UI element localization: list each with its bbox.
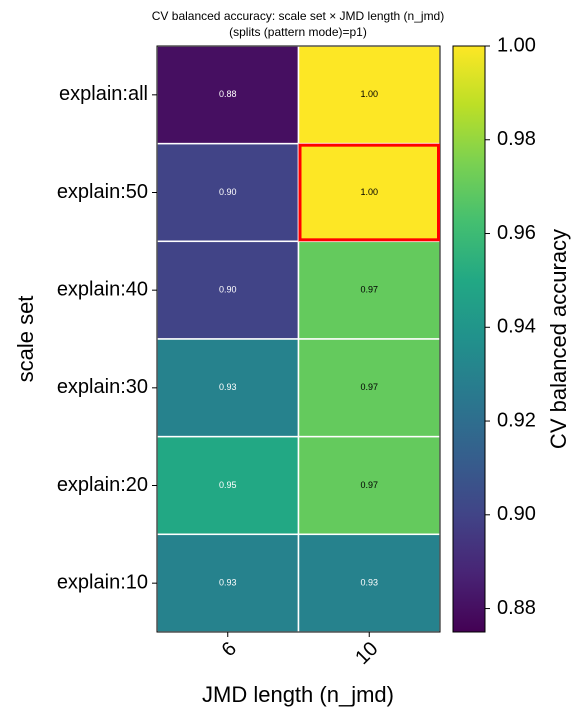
cell-value-label: 0.97 xyxy=(360,382,378,392)
colorbar xyxy=(452,45,486,633)
colorbar-tick-label: 0.88 xyxy=(497,597,536,619)
heatmap-cell xyxy=(297,338,441,438)
x-tick-label: 10 xyxy=(351,638,382,669)
colorbar-label: CV balanced accuracy xyxy=(546,229,571,449)
heatmap-cell xyxy=(297,435,441,536)
y-tick-label: explain:30 xyxy=(57,376,148,398)
chart-title: CV balanced accuracy: scale set × JMD le… xyxy=(152,9,444,23)
y-tick-label: explain:10 xyxy=(57,571,148,593)
x-axis-label: JMD length (n_jmd) xyxy=(202,682,394,707)
heatmap-cell xyxy=(297,240,441,340)
colorbar-tick-label: 0.96 xyxy=(497,222,536,244)
y-tick-label: explain:40 xyxy=(57,278,148,300)
heatmap-cell xyxy=(156,240,300,340)
colorbar-tick-label: 0.90 xyxy=(497,503,536,525)
highlight-box xyxy=(298,143,440,242)
y-tick-label: explain:50 xyxy=(57,181,148,203)
colorbar-tick-label: 0.94 xyxy=(497,316,536,338)
cell-value-label: 0.93 xyxy=(219,382,237,392)
x-tick-label: 6 xyxy=(218,638,241,661)
cell-value-label: 0.90 xyxy=(219,187,237,197)
cell-value-label: 0.95 xyxy=(219,480,237,490)
heatmap-cell xyxy=(156,142,300,243)
colorbar-tick-label: 0.92 xyxy=(497,409,536,431)
cell-value-label: 1.00 xyxy=(360,187,378,197)
chart-subtitle: (splits (pattern mode)=p1) xyxy=(229,25,367,39)
cell-value-label: 0.88 xyxy=(219,89,237,99)
heatmap-cell xyxy=(297,45,441,145)
colorbar-tick-label: 1.00 xyxy=(497,34,536,56)
cell-value-label: 0.97 xyxy=(360,480,378,490)
y-tick-label: explain:20 xyxy=(57,474,148,496)
heatmap-cell xyxy=(156,45,300,145)
cell-value-label: 0.97 xyxy=(360,285,378,295)
cell-value-label: 0.93 xyxy=(360,578,378,588)
colorbar-tick-label: 0.98 xyxy=(497,128,536,150)
cell-value-label: 0.93 xyxy=(219,578,237,588)
cell-value-label: 0.90 xyxy=(219,285,237,295)
y-axis-label: scale set xyxy=(13,296,38,383)
heatmap-cell xyxy=(297,533,441,633)
cell-value-label: 1.00 xyxy=(360,89,378,99)
frame xyxy=(156,45,441,633)
y-tick-label: explain:all xyxy=(59,83,148,105)
heatmap-cell xyxy=(297,142,441,243)
